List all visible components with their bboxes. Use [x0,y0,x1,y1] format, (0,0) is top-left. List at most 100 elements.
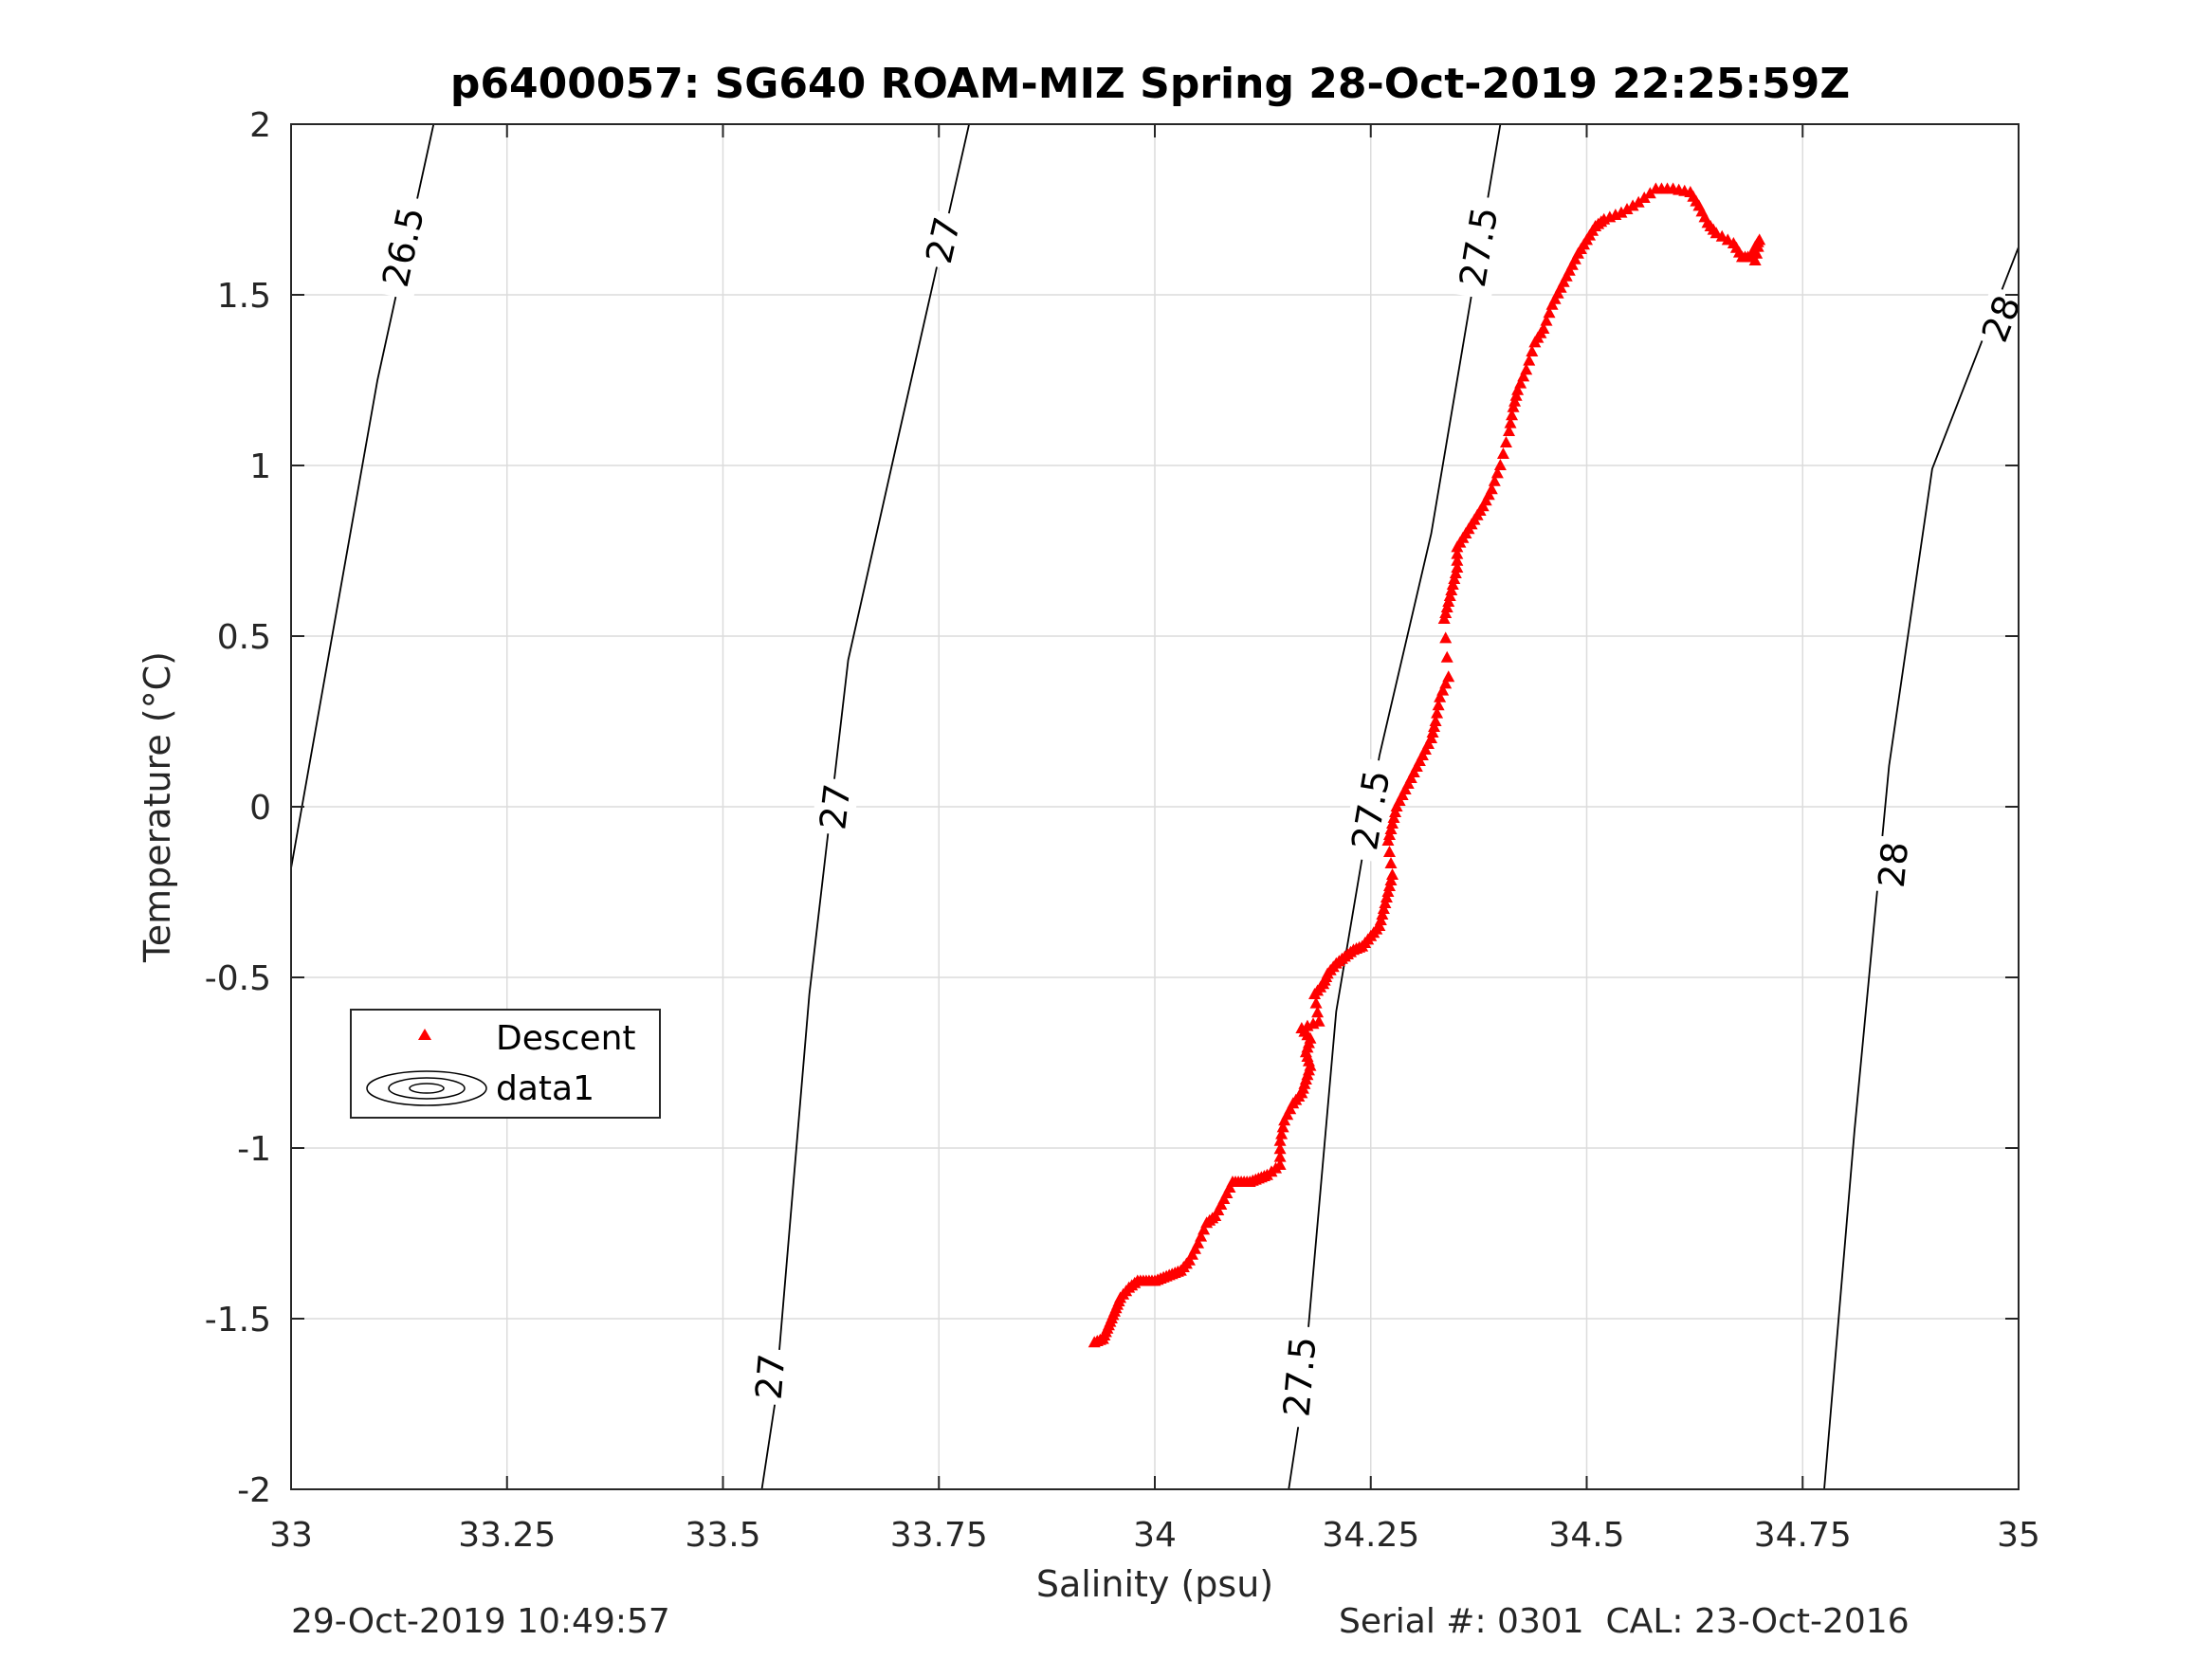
descent-point [1439,677,1453,689]
chart-title: p6400057: SG640 ROAM-MIZ Spring 28-Oct-2… [450,60,1850,108]
x-tick-label: 34.25 [1322,1516,1419,1555]
descent-point [1517,370,1530,382]
descent-point [1273,1158,1287,1170]
y-tick-label: 2 [249,106,271,145]
y-tick-label: -2 [237,1471,271,1510]
descent-point [1632,195,1645,208]
x-tick-label: 34.5 [1548,1516,1624,1555]
contour-label-group: 28 [1870,835,1917,895]
descent-point [1485,483,1498,495]
contour-label-bg [1450,193,1508,301]
descent-point [1439,631,1453,644]
y-tick-label: 0 [249,789,271,828]
descent-point [1504,416,1517,428]
legend-data1-label: data1 [496,1069,594,1108]
descent-point [1440,650,1453,663]
descent-point [1615,206,1628,218]
descent-point [1451,547,1464,559]
descent-point [1496,447,1509,459]
contour-label-group: 27 [747,1347,794,1406]
contour-label-group: 27.5 [1274,1324,1325,1429]
descent-point [1643,187,1656,199]
x-tick-label: 33.5 [685,1516,760,1555]
descent-point [1451,561,1464,573]
legend-box [350,1009,661,1119]
legend-descent-label: Descent [496,1019,636,1058]
contour-label: 26.5 [375,204,432,291]
descent-point [1386,868,1399,880]
descent-point [1192,1236,1205,1249]
y-tick-label: 0.5 [217,618,271,657]
x-tick-label: 33 [269,1516,313,1555]
y-tick-label: 1 [249,447,271,486]
descent-point [1526,345,1539,356]
contour-label-bg [1971,285,2031,353]
contour-label-bg [747,1347,794,1406]
data-points-layer [1088,182,1766,1348]
descent-point [1451,554,1464,566]
descent-point [1273,1150,1287,1162]
descent-point [1432,699,1445,711]
contour-label-group: 27 [811,776,860,837]
descent-point [1436,684,1450,696]
descent-point [1750,246,1764,259]
descent-point [1488,474,1501,486]
x-axis-label: Salinity (psu) [1036,1563,1273,1605]
descent-point [1626,199,1639,211]
contour-label: 27.5 [1452,204,1506,290]
contour-label-group: 27.5 [1342,757,1400,864]
y-tick-label: -0.5 [205,959,271,998]
descent-point [1751,240,1764,252]
footer-serial-cal: Serial #: 0301 CAL: 23-Oct-2016 [1339,1602,1910,1641]
footer-timestamp: 29-Oct-2019 10:49:57 [291,1602,670,1641]
contour-label-bg [811,776,860,837]
descent-point [1753,233,1766,246]
contour-label: 27 [812,781,858,831]
descent-point [1382,846,1396,857]
descent-point [1275,1127,1289,1139]
descent-point [1442,670,1455,683]
x-tick-label: 35 [1997,1516,2040,1555]
contour-label: 28 [1871,840,1916,889]
descent-point [1511,383,1525,395]
contour-label: 27 [918,213,969,267]
contour-label-bg [916,209,970,272]
descent-point [1620,203,1634,214]
descent-point [1197,1223,1211,1235]
descent-point [1637,191,1651,203]
y-tick-label: -1 [237,1130,271,1169]
descent-point [1312,1014,1325,1027]
x-tick-label: 33.25 [458,1516,556,1555]
contour-label-bg [1274,1324,1325,1429]
contour-label-bg [372,193,435,301]
descent-point [1429,715,1442,726]
descent-point [1384,857,1398,868]
descent-point [1434,690,1447,702]
tick-layer: 33 33.25 33.5 33.75 34 34.25 34.5 34.75 35 2 1.5 1 0… [205,106,2040,1555]
contour-label: 27.5 [1275,1335,1324,1418]
legend-contour-marker [366,1070,487,1106]
y-axis-label: Temperature (°C) [137,651,178,963]
y-tick-label: -1.5 [205,1301,271,1340]
descent-point [1537,322,1550,334]
descent-point [1503,425,1516,436]
contour-line-28 [1823,246,2020,1490]
x-tick-label: 34 [1133,1516,1177,1555]
contour-label: 27 [748,1352,794,1401]
descent-point [1309,996,1323,1009]
contour-label-group: 27.5 [1450,193,1508,301]
descent-point [1543,306,1556,319]
descent-point [1514,376,1527,389]
descent-point [1523,354,1536,366]
contour-label-group: 27 [916,209,970,272]
descent-point [1540,314,1553,326]
descent-point [1520,363,1533,375]
x-tick-label: 33.75 [890,1516,988,1555]
descent-point [1431,706,1444,719]
descent-point [1273,1142,1287,1155]
descent-point [1493,459,1507,470]
x-tick-label: 34.75 [1754,1516,1852,1555]
contour-label-group: 26.5 [372,193,435,301]
descent-point [1490,466,1504,479]
